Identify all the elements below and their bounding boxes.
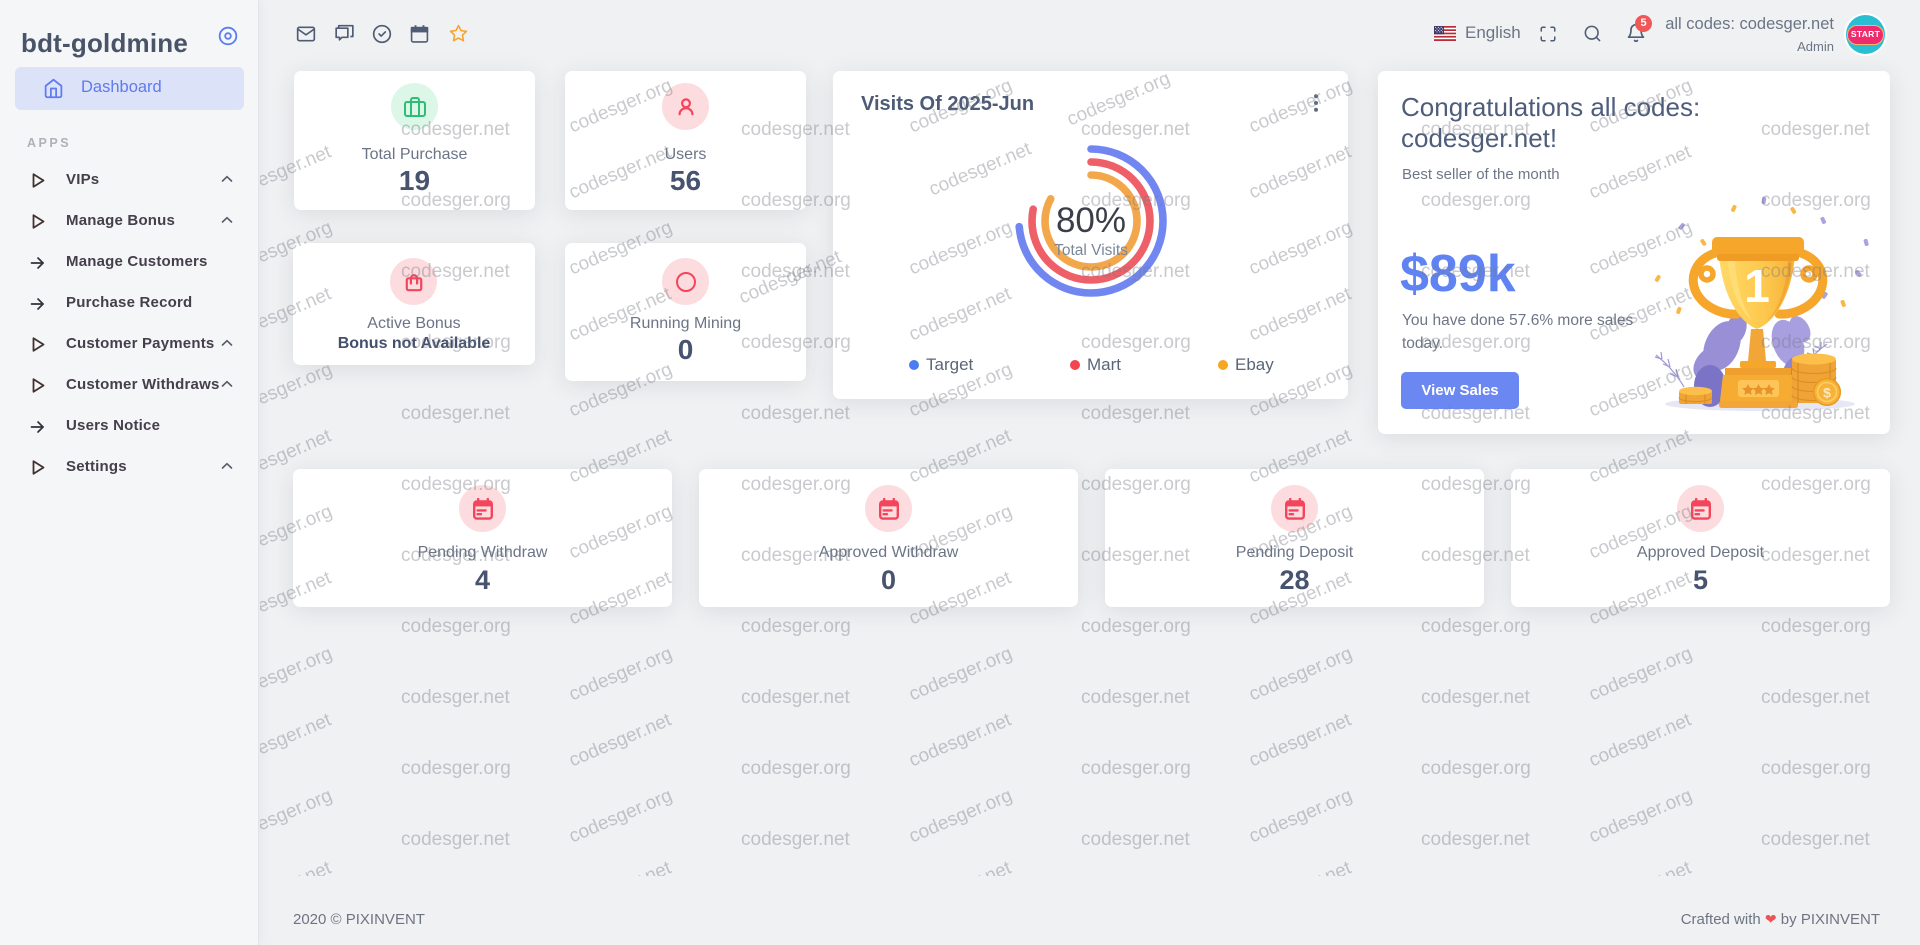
svg-text:$: $ (1823, 385, 1831, 401)
svg-text:1: 1 (1744, 260, 1770, 312)
